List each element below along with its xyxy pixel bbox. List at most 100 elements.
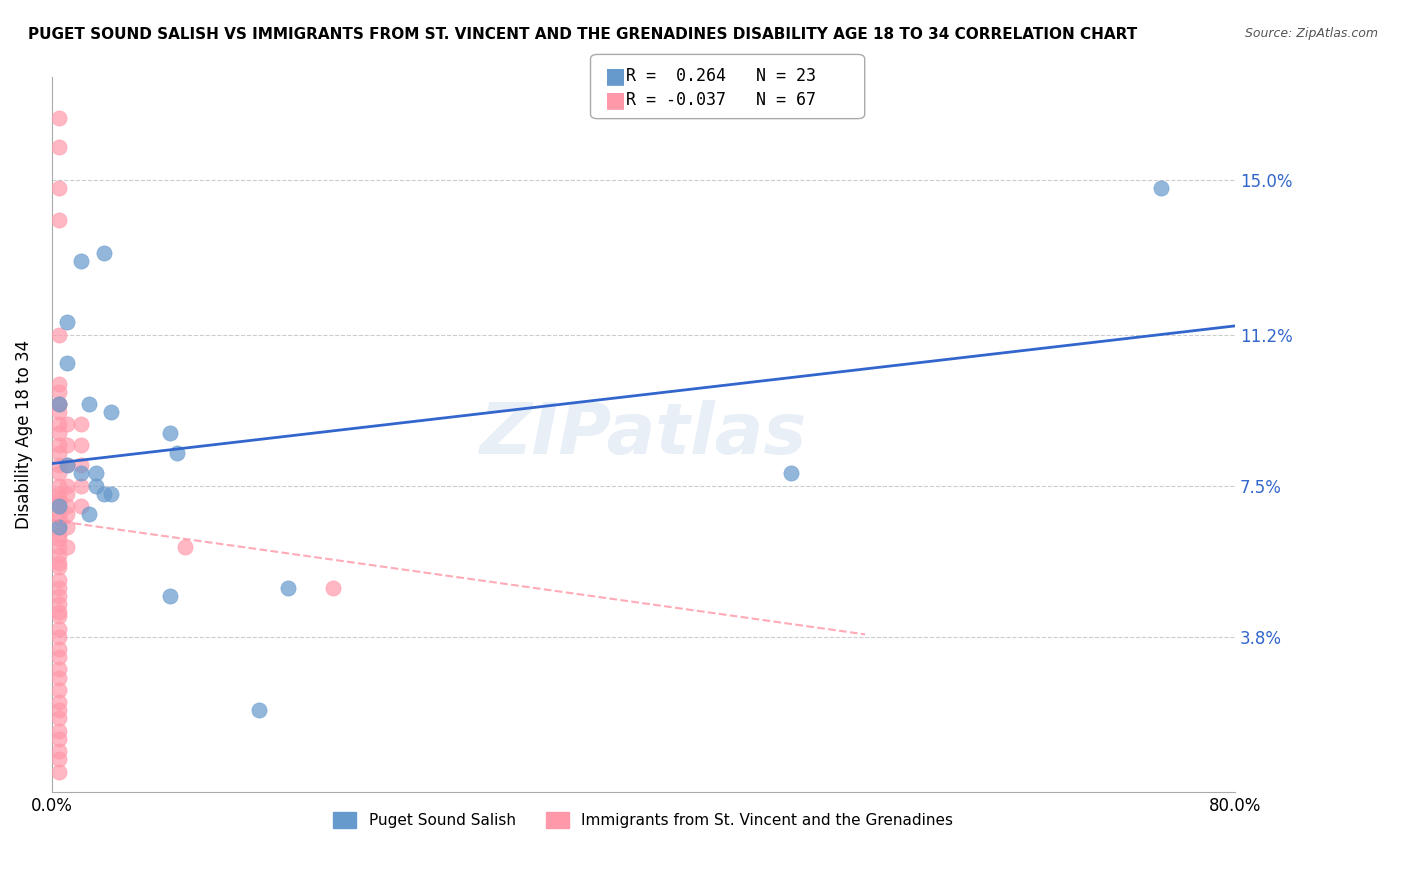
Point: [55, 417, 77, 432]
Point: [173, 540, 195, 554]
Text: ■: ■: [605, 66, 626, 86]
Point: [48, 397, 70, 411]
Point: [48, 405, 70, 419]
Point: [84, 467, 107, 481]
Point: [48, 622, 70, 636]
Point: [48, 213, 70, 227]
Text: R =  0.264   N = 23: R = 0.264 N = 23: [626, 67, 815, 85]
Point: [70, 458, 93, 473]
Point: [77, 508, 100, 522]
Text: PUGET SOUND SALISH VS IMMIGRANTS FROM ST. VINCENT AND THE GRENADINES DISABILITY : PUGET SOUND SALISH VS IMMIGRANTS FROM ST…: [28, 27, 1137, 42]
Point: [48, 548, 70, 562]
Point: [55, 356, 77, 370]
Point: [48, 519, 70, 533]
Text: ■: ■: [605, 90, 626, 110]
Point: [55, 499, 77, 513]
Point: [100, 487, 122, 501]
Point: [48, 487, 70, 501]
Point: [48, 479, 70, 493]
Text: ZIPatlas: ZIPatlas: [479, 401, 807, 469]
Point: [247, 703, 270, 717]
Point: [48, 764, 70, 779]
Point: [48, 744, 70, 758]
Point: [48, 438, 70, 452]
Point: [48, 650, 70, 665]
Point: [48, 467, 70, 481]
Point: [48, 519, 70, 533]
Text: ■: ■: [605, 90, 626, 110]
Point: [48, 508, 70, 522]
Point: [48, 327, 70, 342]
Point: [48, 682, 70, 697]
Point: [55, 508, 77, 522]
Point: [100, 405, 122, 419]
Legend: Puget Sound Salish, Immigrants from St. Vincent and the Grenadines: Puget Sound Salish, Immigrants from St. …: [328, 806, 959, 834]
Point: [48, 499, 70, 513]
Text: R = -0.037   N = 67: R = -0.037 N = 67: [626, 91, 815, 109]
Point: [780, 467, 803, 481]
Point: [159, 589, 181, 603]
Point: [48, 609, 70, 624]
Point: [48, 573, 70, 587]
Point: [70, 467, 93, 481]
Point: [48, 376, 70, 391]
Point: [48, 711, 70, 725]
Point: [48, 642, 70, 657]
Point: [48, 752, 70, 766]
Point: [70, 499, 93, 513]
Point: [48, 397, 70, 411]
Point: [70, 417, 93, 432]
Point: [55, 315, 77, 329]
Point: [48, 112, 70, 126]
Point: [48, 527, 70, 541]
Point: [48, 532, 70, 546]
Text: Source: ZipAtlas.com: Source: ZipAtlas.com: [1244, 27, 1378, 40]
Point: [48, 695, 70, 709]
Point: [48, 605, 70, 619]
Point: [48, 511, 70, 525]
Point: [84, 479, 107, 493]
Point: [48, 140, 70, 154]
Point: [48, 630, 70, 644]
Point: [48, 397, 70, 411]
Point: [48, 446, 70, 460]
Point: [48, 495, 70, 509]
Point: [322, 581, 344, 595]
Point: [55, 487, 77, 501]
Point: [55, 438, 77, 452]
Point: [48, 581, 70, 595]
Point: [70, 254, 93, 268]
Point: [48, 491, 70, 505]
Point: [48, 723, 70, 738]
Point: [55, 540, 77, 554]
Point: [55, 458, 77, 473]
Point: [48, 597, 70, 611]
Point: [48, 458, 70, 473]
Text: R = -0.037   N = 67: R = -0.037 N = 67: [626, 91, 815, 109]
Point: [48, 671, 70, 685]
Point: [1150, 180, 1173, 194]
Point: [93, 487, 115, 501]
Point: [48, 703, 70, 717]
Point: [159, 425, 181, 440]
Point: [55, 519, 77, 533]
Point: [48, 540, 70, 554]
Point: [48, 589, 70, 603]
Text: R =  0.264   N = 23: R = 0.264 N = 23: [626, 67, 815, 85]
Point: [48, 499, 70, 513]
Point: [48, 180, 70, 194]
Point: [93, 246, 115, 260]
Point: [48, 384, 70, 399]
Point: [77, 397, 100, 411]
Point: [166, 446, 188, 460]
Y-axis label: Disability Age 18 to 34: Disability Age 18 to 34: [15, 340, 32, 529]
Point: [48, 560, 70, 574]
Point: [70, 438, 93, 452]
Point: [48, 557, 70, 571]
Point: [70, 479, 93, 493]
Point: [55, 479, 77, 493]
Point: [277, 581, 299, 595]
Point: [55, 458, 77, 473]
Point: [48, 417, 70, 432]
Point: [48, 731, 70, 746]
